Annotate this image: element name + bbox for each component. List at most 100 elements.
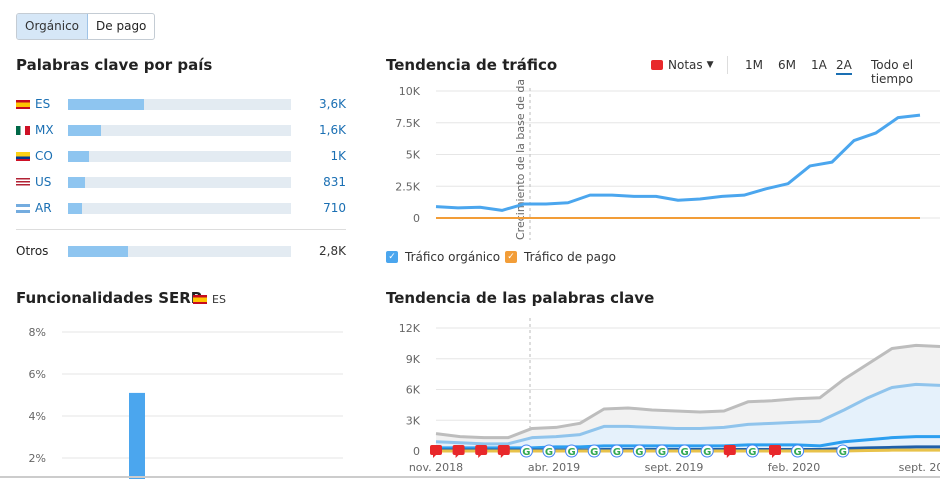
y-tick-label: 3K	[406, 414, 421, 427]
serp-country[interactable]: ES	[193, 293, 226, 306]
google-update-icon[interactable]: G	[542, 444, 556, 458]
note-marker-icon[interactable]	[723, 445, 736, 458]
google-circle	[519, 444, 533, 458]
legend-paid[interactable]: ✓ Tráfico de pago	[505, 250, 616, 264]
country-value[interactable]: 1,6K	[319, 123, 346, 137]
legend-label: Tráfico orgánico	[405, 250, 501, 264]
google-circle	[791, 444, 805, 458]
google-letter: G	[545, 447, 553, 458]
share-bar	[68, 150, 291, 162]
country-code: CO	[35, 149, 53, 163]
google-letter: G	[748, 447, 756, 458]
chevron-down-icon: ▼	[706, 60, 714, 70]
google-circle	[632, 444, 646, 458]
google-circle	[565, 444, 579, 458]
google-update-icon[interactable]: G	[565, 444, 579, 458]
serp-title: Funcionalidades SERP	[16, 289, 202, 307]
google-update-icon[interactable]: G	[678, 444, 692, 458]
google-update-icon[interactable]: G	[632, 444, 646, 458]
y-tick-label: 2.5K	[395, 180, 420, 193]
tab-organic[interactable]: Orgánico	[17, 14, 89, 39]
period-2a[interactable]: 2A	[836, 58, 852, 75]
share-bar	[68, 202, 291, 214]
google-circle	[610, 444, 624, 458]
traffic-title: Tendencia de tráfico	[386, 56, 558, 74]
notes-label: Notas	[668, 58, 703, 72]
note-bubble	[475, 445, 488, 455]
google-update-icon[interactable]: G	[655, 444, 669, 458]
google-letter: G	[613, 447, 621, 458]
traffic-type-toggle: Orgánico De pago	[16, 13, 156, 40]
note-tail	[478, 454, 483, 458]
series-line	[435, 113, 921, 212]
google-circle	[655, 444, 669, 458]
google-update-icon[interactable]: G	[587, 444, 601, 458]
google-update-icon[interactable]: G	[519, 444, 533, 458]
google-letter: G	[793, 447, 801, 458]
country-row-mx[interactable]: MX 1,6K	[16, 122, 346, 138]
period-6m[interactable]: 6M	[778, 58, 796, 72]
others-value: 2,8K	[319, 244, 346, 258]
google-update-icon[interactable]: G	[700, 444, 714, 458]
y-tick-label: 6K	[406, 384, 421, 397]
country-row-others[interactable]: Otros 2,8K	[16, 243, 346, 259]
country-value[interactable]: 831	[323, 175, 346, 189]
note-marker-icon[interactable]	[430, 445, 442, 458]
keywords-title: Tendencia de las palabras clave	[386, 289, 655, 307]
period-todo-el-tiempo[interactable]: Todo el tiempo	[871, 58, 914, 86]
google-circle	[836, 444, 850, 458]
country-row-us[interactable]: US 831	[16, 174, 346, 190]
country-row-es[interactable]: ES 3,6K	[16, 96, 346, 112]
google-letter: G	[839, 447, 847, 458]
x-tick-label: feb. 2020	[768, 461, 821, 474]
flag-es-icon	[16, 99, 30, 109]
tab-paid[interactable]: De pago	[96, 19, 147, 33]
x-tick-label: sept. 2020	[899, 461, 940, 474]
divider	[727, 56, 728, 74]
series-line	[435, 343, 940, 440]
note-tail	[772, 454, 776, 458]
share-bar	[68, 124, 291, 136]
google-circle	[542, 444, 556, 458]
note-bubble	[452, 445, 465, 455]
note-marker-icon[interactable]	[452, 445, 465, 458]
db-growth-label: Crecimiento de la base de da	[514, 80, 527, 240]
legend-organic[interactable]: ✓ Tráfico orgánico	[386, 250, 500, 264]
country-value[interactable]: 1K	[330, 149, 346, 163]
share-bar	[68, 98, 291, 110]
note-bubble	[723, 445, 736, 455]
notes-dropdown[interactable]: Notas ▼	[651, 58, 714, 72]
bar	[129, 392, 145, 479]
google-update-icon[interactable]: G	[791, 444, 805, 458]
google-letter: G	[658, 447, 666, 458]
country-value[interactable]: 3,6K	[319, 97, 346, 111]
country-code: ES	[35, 97, 51, 111]
y-tick-label: 9K	[406, 353, 421, 366]
serp-country-code: ES	[212, 293, 226, 306]
period-1a[interactable]: 1A	[811, 58, 827, 72]
y-tick-label: 10K	[399, 85, 421, 98]
country-row-ar[interactable]: AR 710	[16, 200, 346, 216]
google-letter: G	[680, 447, 688, 458]
others-label: Otros	[16, 244, 49, 258]
google-update-icon[interactable]: G	[836, 444, 850, 458]
x-tick-label: sept. 2019	[645, 461, 704, 474]
google-circle	[587, 444, 601, 458]
note-marker-icon[interactable]	[475, 445, 488, 458]
series-line	[435, 382, 940, 446]
y-tick-label: 0	[413, 445, 420, 458]
checkbox-icon: ✓	[386, 251, 398, 263]
period-1m[interactable]: 1M	[745, 58, 763, 72]
note-marker-icon[interactable]	[497, 445, 510, 458]
google-update-icon[interactable]: G	[610, 444, 624, 458]
note-tail	[500, 454, 505, 458]
google-update-icon[interactable]: G	[745, 444, 759, 458]
y-tick-label: 5K	[406, 149, 421, 162]
google-letter: G	[703, 447, 711, 458]
divider	[16, 229, 346, 230]
note-marker-icon[interactable]	[769, 445, 781, 458]
country-row-co[interactable]: CO 1K	[16, 148, 346, 164]
country-value[interactable]: 710	[323, 201, 346, 215]
countries-title: Palabras clave por país	[16, 56, 213, 74]
google-letter: G	[590, 447, 598, 458]
